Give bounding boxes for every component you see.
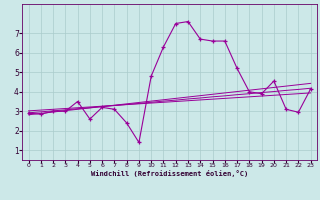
- X-axis label: Windchill (Refroidissement éolien,°C): Windchill (Refroidissement éolien,°C): [91, 170, 248, 177]
